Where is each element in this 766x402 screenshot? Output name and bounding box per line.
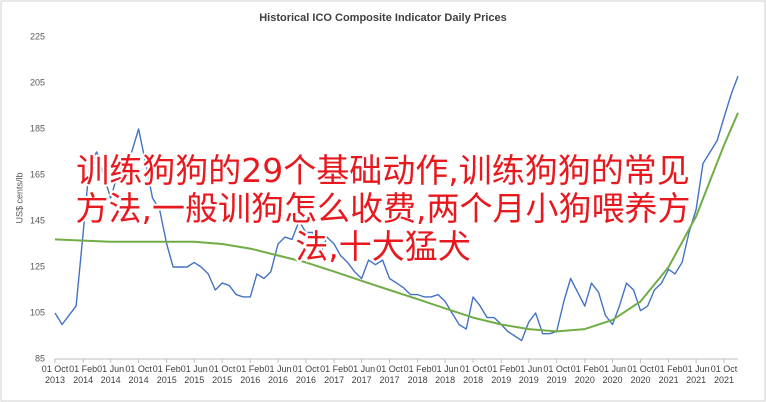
y-tick-label: 185 [30,123,45,133]
x-tick-label: 01 Feb 2021 [655,364,683,385]
x-tick-label: 01 Feb 2020 [571,364,599,385]
x-tick-label: 01 Oct 2018 [460,364,487,385]
x-tick-label: 01 Jun 2021 [683,364,710,385]
data-line [54,112,739,333]
x-tick-label: 01 Jun 2015 [181,364,208,385]
overlay: 训练狗狗的29个基础动作,训练狗狗的常见方法,一般训狗怎么收费,两个月小狗喂养方… [74,149,693,268]
chart-title: Historical ICO Composite Indicator Daily… [259,12,507,24]
x-tick-label: 01 Feb 2018 [404,364,432,385]
y-tick-label: 225 [30,31,45,41]
x-tick-label: 01 Jun 2017 [348,364,375,385]
x-tick-label: 01 Feb 2017 [320,364,348,385]
x-tick-label: 01 Oct 2021 [711,364,738,385]
x-tick-label: 01 Oct 2013 [42,364,69,385]
x-tick-label: 01 Jun 2014 [97,364,124,385]
x-tick-label: 01 Oct 2017 [376,364,403,385]
y-tick-label: 125 [30,261,45,271]
x-tick-label: 01 Jun 2020 [599,364,626,385]
x-tick-label: 01 Jun 2018 [432,364,459,385]
x-tick-label: 01 Oct 2020 [627,364,654,385]
x-tick-label: 01 Feb 2015 [153,364,181,385]
x-tick-label: 01 Jun 2019 [515,364,542,385]
x-tick-label: 01 Feb 2016 [236,364,264,385]
x-tick-label: 01 Oct 2014 [125,364,152,385]
x-tick-label: 01 Oct 2019 [543,364,570,385]
x-tick-label: 01 Oct 2015 [209,364,236,385]
x-tick-label: 01 Feb 2014 [69,364,97,385]
x-tick-label: 01 Feb 2019 [487,364,515,385]
y-tick-label: 145 [30,215,45,225]
y-tick-label: 205 [30,77,45,87]
x-tick-label: 01 Oct 2016 [293,364,320,385]
data-line [54,75,739,342]
y-axis-label: US$ cents/lb [14,172,24,223]
overlay-text: 训练狗狗的29个基础动作,训练狗狗的常见 [76,151,689,190]
y-tick-label: 105 [30,307,45,317]
y-tick-label: 85 [35,353,45,363]
x-tick-label: 01 Jun 2016 [264,364,291,385]
overlay-text: 法,十大猛犬 [295,227,471,266]
y-tick-label: 165 [30,169,45,179]
overlay-text: 方法,一般训狗怎么收费,两个月小狗喂养方 [76,189,691,228]
